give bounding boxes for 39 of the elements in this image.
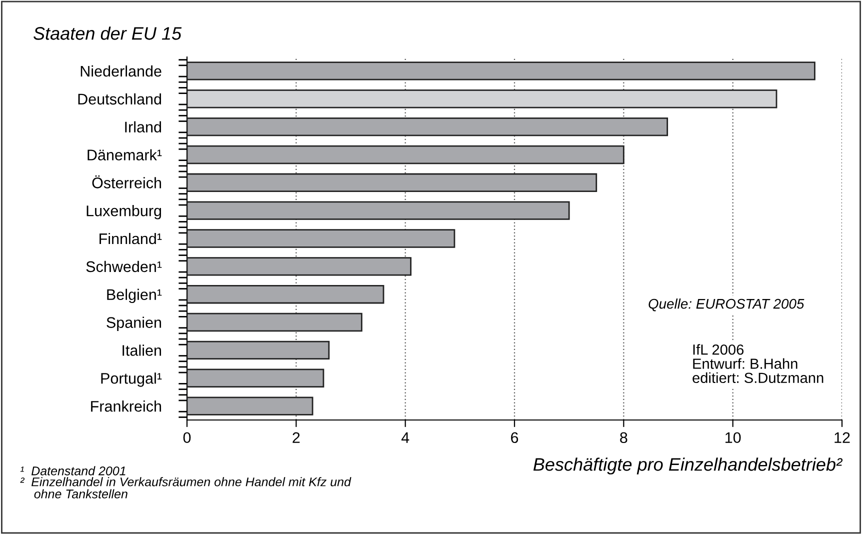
bar: [187, 312, 362, 332]
y-tick-label: Schweden¹: [86, 260, 162, 272]
x-tick-label: 8: [620, 432, 628, 444]
bar: [187, 368, 324, 388]
y-tick-label: Portugal¹: [101, 372, 162, 387]
bar: [187, 173, 598, 192]
y-tick-label: Österreich: [92, 175, 162, 188]
y-tick-label: Dänemark¹: [88, 149, 162, 160]
bar: [187, 340, 330, 360]
bar: [187, 62, 816, 80]
y-tick-label: Niederlande: [80, 65, 162, 77]
y-tick-label: Luxemburg: [86, 205, 162, 220]
bar: [187, 284, 384, 304]
y-tick-label: Finnland¹: [100, 232, 162, 244]
x-tick-label: 6: [511, 432, 518, 444]
bar: [187, 90, 778, 108]
text: ¹ Datenstand 2001: [20, 466, 126, 476]
y-tick-label: Irland: [125, 121, 162, 132]
chart-title: Staaten der EU 15: [34, 26, 182, 40]
x-tick-label: 0: [183, 432, 191, 444]
x-tick-label: 10: [726, 432, 741, 444]
x-tick-label: 12: [834, 432, 850, 443]
x-tick-label: 4: [401, 432, 410, 443]
bar: [187, 396, 314, 416]
bar: [187, 229, 456, 248]
y-tick-label: Frankreich: [91, 400, 162, 412]
text: ² Einzelhandel in Verkaufsräumen ohne Handel mit Kfz und ohne Tankstellen: [20, 477, 352, 498]
y-tick-label: Italien: [122, 344, 162, 356]
y-tick-label: Belgien¹: [107, 288, 162, 304]
y-tick-label: Spanien: [106, 316, 162, 331]
x-axis-title: Beschäftigte pro Einzelhandelsbetrieb²: [533, 458, 843, 474]
y-tick-label: Deutschland: [78, 93, 162, 105]
bar: [187, 201, 570, 220]
bar: [187, 117, 668, 136]
bar: [187, 145, 624, 164]
annotation: Quelle: EUROSTAT 2005: [648, 298, 804, 312]
x-tick-label: 2: [292, 432, 300, 443]
bar: [187, 257, 412, 276]
annotation: IfL 2006 Entwurf: B.Hahn editiert: S.Dutzmann: [692, 344, 824, 384]
